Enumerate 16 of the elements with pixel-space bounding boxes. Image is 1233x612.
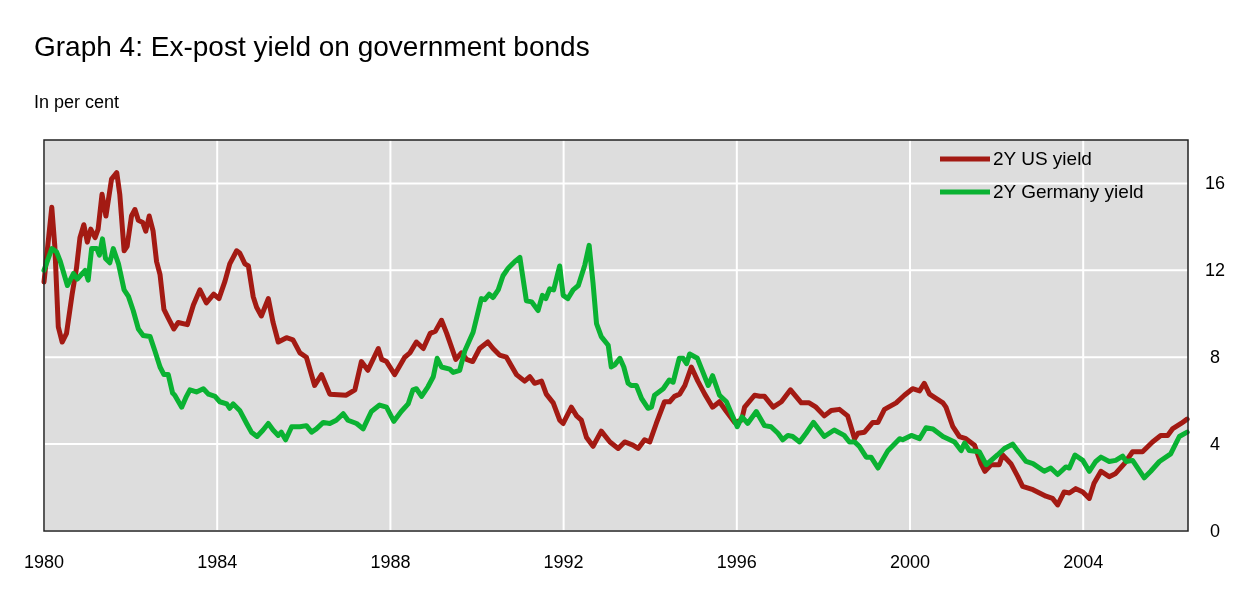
y-tick-label: 12 bbox=[1204, 260, 1226, 281]
chart-title: Graph 4: Ex-post yield on government bonds bbox=[34, 31, 590, 62]
chart-subtitle: In per cent bbox=[34, 92, 120, 112]
x-tick-label: 1992 bbox=[543, 552, 584, 572]
y-tick-label: 4 bbox=[1209, 434, 1221, 455]
legend-label: 2Y Germany yield bbox=[993, 181, 1144, 202]
y-tick-label: 0 bbox=[1209, 521, 1221, 541]
y-tick-label: 16 bbox=[1204, 173, 1226, 194]
x-tick-label: 2004 bbox=[1063, 552, 1104, 572]
x-tick-label: 1984 bbox=[197, 552, 238, 572]
y-tick-label: 8 bbox=[1209, 347, 1221, 368]
x-tick-label: 1996 bbox=[716, 552, 757, 572]
legend-label: 2Y US yield bbox=[993, 148, 1092, 169]
x-tick-label: 1980 bbox=[23, 552, 65, 572]
x-tick-label: 2000 bbox=[889, 552, 931, 572]
x-tick-label: 1988 bbox=[370, 552, 411, 572]
